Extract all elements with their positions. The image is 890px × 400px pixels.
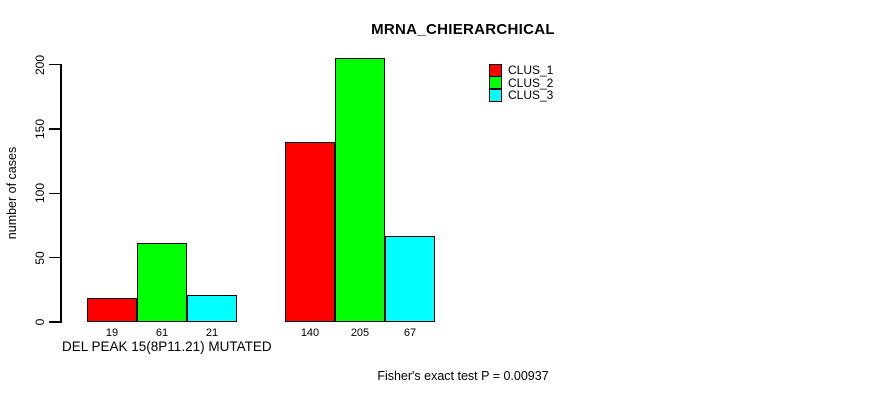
- x-category-label: DEL PEAK 15(8P11.21) MUTATED: [62, 339, 272, 354]
- legend-label: CLUS_3: [508, 88, 554, 103]
- y-tick-mark: [49, 128, 60, 130]
- bar-clus_2-group1: [137, 243, 187, 322]
- bar-clus_3-group1: [187, 294, 237, 322]
- y-tick-mark: [49, 321, 60, 323]
- bar-value-label: 61: [155, 327, 169, 339]
- y-tick-mark: [49, 63, 60, 66]
- y-axis-label: number of cases: [5, 146, 19, 240]
- bar-clus_1-group1: [87, 297, 137, 322]
- bar-value-label: 19: [105, 327, 119, 339]
- legend-swatch: [489, 88, 502, 102]
- legend-item: CLUS_1: [489, 63, 554, 78]
- bar-clus_2-group2: [335, 58, 385, 322]
- legend-label: CLUS_1: [508, 63, 554, 78]
- y-tick-mark: [49, 192, 60, 194]
- y-tick-label: 0: [33, 318, 47, 326]
- legend-swatch: [489, 63, 502, 77]
- bar-clus_1-group2: [285, 141, 335, 322]
- chart-title: MRNA_CHIERARCHICAL: [371, 21, 555, 38]
- legend-swatch: [489, 76, 502, 90]
- legend-item: CLUS_3: [489, 88, 554, 103]
- bar-value-label: 140: [300, 327, 320, 339]
- bar-value-label: 205: [350, 327, 370, 339]
- y-tick-label: 150: [33, 118, 47, 139]
- y-axis-line: [60, 64, 62, 323]
- annotation-text: Fisher's exact test P = 0.00937: [377, 369, 549, 383]
- y-tick-label: 200: [33, 54, 47, 75]
- bar-clus_3-group2: [385, 235, 435, 322]
- legend-label: CLUS_2: [508, 75, 554, 90]
- legend: CLUS_1 CLUS_2 CLUS_3: [489, 63, 554, 103]
- y-tick-mark: [49, 256, 60, 259]
- y-tick-label: 100: [33, 183, 47, 204]
- y-tick-label: 50: [33, 250, 47, 265]
- bar-value-label: 21: [205, 327, 219, 339]
- bar-value-label: 67: [403, 327, 417, 339]
- legend-item: CLUS_2: [489, 75, 554, 90]
